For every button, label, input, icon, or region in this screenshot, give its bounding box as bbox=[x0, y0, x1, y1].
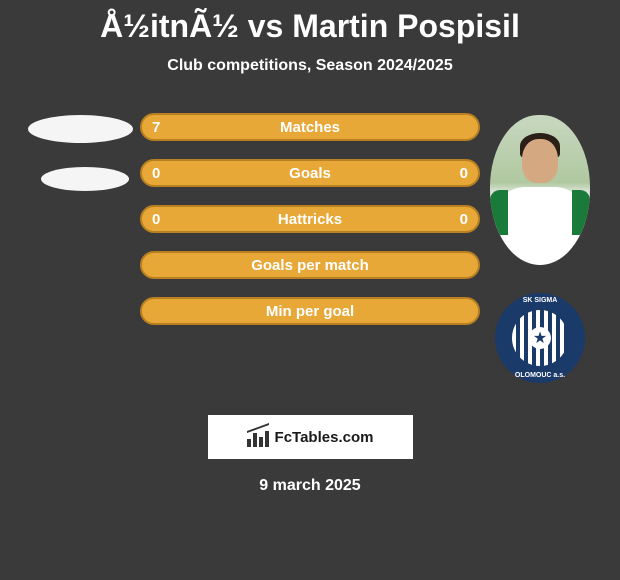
attribution-box: FcTables.com bbox=[208, 415, 413, 459]
stat-label: Hattricks bbox=[278, 211, 342, 228]
stat-bar-goals-per-match: Goals per match bbox=[140, 251, 480, 279]
club-badge-inner: ★ bbox=[512, 310, 568, 366]
stat-right-value: 0 bbox=[452, 211, 468, 228]
stats-bars: 7 Matches 0 Goals 0 0 Hattricks 0 Goals … bbox=[140, 103, 480, 325]
player-left-placeholder bbox=[28, 115, 133, 143]
chart-icon bbox=[247, 427, 269, 447]
player-right-column: SK SIGMA ★ OLOMOUC a.s. bbox=[480, 103, 600, 383]
stat-bar-matches: 7 Matches bbox=[140, 113, 480, 141]
date-label: 9 march 2025 bbox=[259, 477, 360, 495]
player-sleeve bbox=[490, 190, 508, 235]
comparison-area: 7 Matches 0 Goals 0 0 Hattricks 0 Goals … bbox=[0, 103, 620, 383]
stat-label: Goals per match bbox=[251, 257, 369, 274]
attribution-text: FcTables.com bbox=[275, 429, 374, 446]
club-right-badge: SK SIGMA ★ OLOMOUC a.s. bbox=[495, 293, 585, 383]
star-icon: ★ bbox=[529, 327, 551, 349]
stat-bar-min-per-goal: Min per goal bbox=[140, 297, 480, 325]
subtitle: Club competitions, Season 2024/2025 bbox=[167, 57, 452, 75]
club-left-placeholder bbox=[41, 167, 129, 191]
page-title: Å½itnÃ½ vs Martin Pospisil bbox=[100, 8, 520, 45]
player-left-column bbox=[20, 103, 140, 215]
stat-left-value: 7 bbox=[152, 119, 168, 136]
stat-left-value: 0 bbox=[152, 165, 168, 182]
player-sleeve bbox=[572, 190, 590, 235]
stat-left-value: 0 bbox=[152, 211, 168, 228]
stat-right-value: 0 bbox=[452, 165, 468, 182]
club-name-top: SK SIGMA bbox=[495, 297, 585, 304]
stat-bar-hattricks: 0 Hattricks 0 bbox=[140, 205, 480, 233]
stat-bar-goals: 0 Goals 0 bbox=[140, 159, 480, 187]
club-name-bottom: OLOMOUC a.s. bbox=[495, 372, 585, 379]
stat-label: Matches bbox=[280, 119, 340, 136]
player-right-photo bbox=[490, 115, 590, 265]
stat-label: Min per goal bbox=[266, 303, 354, 320]
stat-label: Goals bbox=[289, 165, 331, 182]
player-head bbox=[522, 139, 558, 183]
